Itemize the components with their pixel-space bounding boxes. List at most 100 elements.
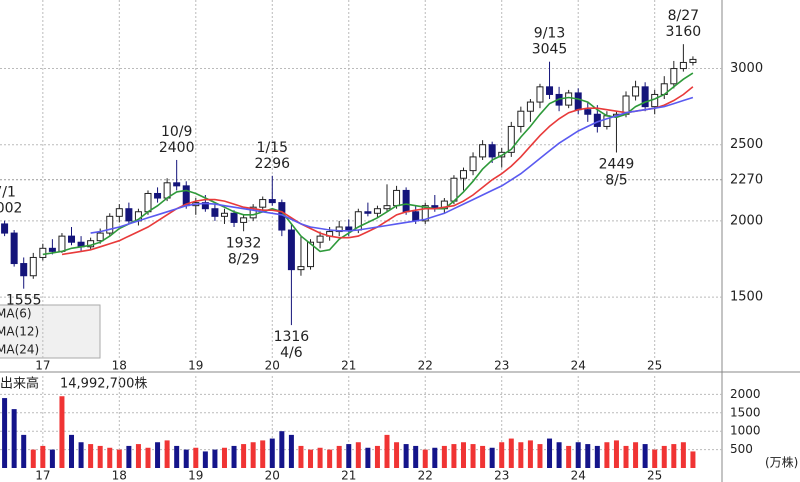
candle-body — [469, 156, 477, 172]
candle-body — [689, 58, 697, 63]
volume-bar — [441, 445, 447, 468]
candle-body — [211, 208, 219, 217]
x-tick-label: 18 — [112, 469, 127, 482]
volume-bar — [59, 396, 65, 468]
y-tick-label: 2000 — [730, 387, 761, 401]
candle-body — [307, 241, 315, 268]
candle-body — [96, 232, 104, 242]
annotation: 8/29 — [228, 251, 259, 267]
volume-bar — [403, 444, 409, 468]
volume-bar — [116, 449, 122, 468]
candle-body — [240, 217, 248, 223]
volume-bar — [633, 442, 639, 468]
candle-body — [459, 170, 467, 179]
volume-bar — [499, 442, 505, 468]
volume-bar — [11, 409, 17, 468]
x-tick-label: 25 — [647, 469, 662, 482]
y-tick-label: 3000 — [730, 61, 763, 76]
volume-unit: (万株) — [765, 455, 798, 470]
volume-bar — [346, 444, 352, 468]
volume-bar — [49, 449, 55, 468]
volume-bar — [537, 444, 543, 468]
volume-bar — [155, 442, 161, 468]
volume-bar — [374, 445, 380, 468]
x-tick-label: 20 — [265, 359, 280, 373]
volume-bar — [460, 442, 466, 468]
candle-body — [383, 205, 391, 210]
volume-bar — [69, 434, 75, 468]
candle-body — [565, 92, 573, 106]
x-tick-label: 21 — [341, 469, 356, 482]
volume-bar — [78, 442, 84, 468]
volume-bar — [451, 444, 457, 468]
candle-body — [651, 93, 659, 108]
price-panel — [0, 0, 722, 358]
annotation: 3160 — [666, 24, 702, 40]
annotation: 2400 — [159, 140, 195, 156]
volume-bar — [250, 442, 256, 468]
candle-body — [10, 232, 18, 265]
annotation: 1316 — [274, 329, 310, 345]
annotation: 2002 — [0, 201, 22, 217]
volume-bar — [30, 449, 36, 468]
volume-bar — [97, 445, 103, 468]
volume-bar — [575, 442, 581, 468]
candle-body — [144, 192, 152, 213]
candle-body — [622, 95, 630, 115]
volume-bar — [107, 447, 113, 468]
x-tick-label: 22 — [418, 359, 433, 373]
candle-body — [373, 208, 381, 214]
annotation: 8/5 — [605, 172, 628, 188]
volume-bar — [680, 442, 686, 468]
volume-bar — [288, 434, 294, 468]
volume-bar — [547, 438, 553, 468]
volume-bar — [480, 445, 486, 468]
candle-body — [517, 110, 525, 127]
candle-body — [154, 192, 162, 199]
volume-bar — [594, 445, 600, 468]
x-tick-label: 24 — [571, 359, 586, 373]
y-tick-label: 2000 — [730, 213, 763, 228]
candle-body — [450, 177, 458, 202]
volume-bar — [671, 444, 677, 468]
candle-body — [488, 144, 496, 158]
volume-bar — [489, 447, 495, 468]
x-tick-label: 17 — [35, 469, 50, 482]
candle-body — [115, 208, 123, 217]
candle-body — [345, 226, 353, 231]
volume-bar — [518, 442, 524, 468]
volume-bar — [269, 438, 275, 468]
x-tick-label: 25 — [647, 359, 662, 373]
candle-body — [412, 211, 420, 222]
volume-bar — [279, 431, 285, 468]
annotation: 8/27 — [668, 8, 699, 24]
volume-title: 出来高 — [0, 376, 39, 392]
volume-bar — [88, 444, 94, 468]
volume-bar — [422, 449, 428, 468]
volume-bar — [613, 440, 619, 468]
volume-bar — [260, 440, 266, 468]
volume-bar — [174, 445, 180, 468]
candle-body — [58, 235, 66, 252]
legend-label: MA(24) — [0, 343, 39, 357]
x-tick-label: 22 — [418, 469, 433, 482]
volume-bar — [585, 444, 591, 468]
x-tick-label: 19 — [188, 359, 203, 373]
volume-bar — [470, 444, 476, 468]
x-tick-label: 23 — [494, 359, 509, 373]
candle-body — [316, 235, 324, 243]
volume-bar — [566, 445, 572, 468]
annotation: 3045 — [532, 42, 568, 58]
candle-body — [593, 113, 601, 127]
reference-label: 2270 — [730, 172, 763, 187]
volume-bar — [317, 447, 323, 468]
candle-body — [297, 266, 305, 271]
volume-bar — [164, 440, 170, 468]
volume-bar — [308, 449, 314, 468]
volume-bar — [327, 449, 333, 468]
y-tick-label: 1500 — [730, 405, 761, 419]
volume-bar — [40, 445, 46, 468]
candle-body — [670, 68, 678, 85]
candle-body — [526, 101, 534, 112]
